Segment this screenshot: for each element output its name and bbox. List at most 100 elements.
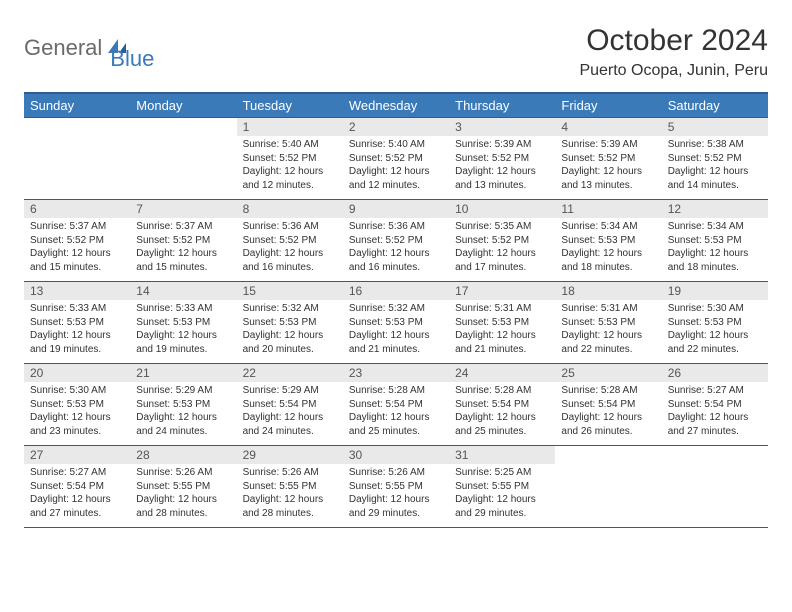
day-number: 21 <box>130 364 236 382</box>
daylight-text: Daylight: 12 hours <box>561 411 655 425</box>
sunrise-text: Sunrise: 5:28 AM <box>561 384 655 398</box>
daylight-text: Daylight: 12 hours <box>136 247 230 261</box>
calendar-cell: 9Sunrise: 5:36 AMSunset: 5:52 PMDaylight… <box>343 200 449 282</box>
day-number: 9 <box>343 200 449 218</box>
day-details: Sunrise: 5:36 AMSunset: 5:52 PMDaylight:… <box>237 218 343 278</box>
day-details: Sunrise: 5:26 AMSunset: 5:55 PMDaylight:… <box>237 464 343 524</box>
daylight-text: and 24 minutes. <box>136 425 230 439</box>
calendar-cell <box>662 446 768 528</box>
daylight-text: and 21 minutes. <box>349 343 443 357</box>
daylight-text: Daylight: 12 hours <box>668 165 762 179</box>
daylight-text: Daylight: 12 hours <box>349 329 443 343</box>
sunset-text: Sunset: 5:52 PM <box>455 152 549 166</box>
daylight-text: Daylight: 12 hours <box>668 329 762 343</box>
sunset-text: Sunset: 5:52 PM <box>30 234 124 248</box>
day-number: 8 <box>237 200 343 218</box>
day-details: Sunrise: 5:27 AMSunset: 5:54 PMDaylight:… <box>662 382 768 442</box>
sunset-text: Sunset: 5:54 PM <box>30 480 124 494</box>
day-details: Sunrise: 5:33 AMSunset: 5:53 PMDaylight:… <box>130 300 236 360</box>
calendar-cell: 15Sunrise: 5:32 AMSunset: 5:53 PMDayligh… <box>237 282 343 364</box>
sunset-text: Sunset: 5:52 PM <box>349 234 443 248</box>
calendar-cell: 28Sunrise: 5:26 AMSunset: 5:55 PMDayligh… <box>130 446 236 528</box>
sunrise-text: Sunrise: 5:32 AM <box>349 302 443 316</box>
day-number: 2 <box>343 118 449 136</box>
sunrise-text: Sunrise: 5:36 AM <box>243 220 337 234</box>
weekday-header: Sunday <box>24 93 130 118</box>
day-number: 17 <box>449 282 555 300</box>
sunrise-text: Sunrise: 5:30 AM <box>668 302 762 316</box>
day-details: Sunrise: 5:30 AMSunset: 5:53 PMDaylight:… <box>24 382 130 442</box>
sunrise-text: Sunrise: 5:34 AM <box>561 220 655 234</box>
sunrise-text: Sunrise: 5:36 AM <box>349 220 443 234</box>
calendar-week-row: 1Sunrise: 5:40 AMSunset: 5:52 PMDaylight… <box>24 118 768 200</box>
sunset-text: Sunset: 5:54 PM <box>455 398 549 412</box>
daylight-text: and 14 minutes. <box>668 179 762 193</box>
calendar-cell: 16Sunrise: 5:32 AMSunset: 5:53 PMDayligh… <box>343 282 449 364</box>
calendar-cell: 27Sunrise: 5:27 AMSunset: 5:54 PMDayligh… <box>24 446 130 528</box>
day-number: 29 <box>237 446 343 464</box>
sunrise-text: Sunrise: 5:37 AM <box>30 220 124 234</box>
sunrise-text: Sunrise: 5:26 AM <box>349 466 443 480</box>
sunrise-text: Sunrise: 5:33 AM <box>30 302 124 316</box>
logo-text-general: General <box>24 35 102 61</box>
day-number: 16 <box>343 282 449 300</box>
daylight-text: Daylight: 12 hours <box>136 411 230 425</box>
daylight-text: Daylight: 12 hours <box>668 247 762 261</box>
day-number: 30 <box>343 446 449 464</box>
page-header: General Blue October 2024 Puerto Ocopa, … <box>24 24 768 80</box>
month-title: October 2024 <box>579 24 768 58</box>
sunset-text: Sunset: 5:52 PM <box>561 152 655 166</box>
day-details: Sunrise: 5:32 AMSunset: 5:53 PMDaylight:… <box>237 300 343 360</box>
sunrise-text: Sunrise: 5:27 AM <box>668 384 762 398</box>
daylight-text: Daylight: 12 hours <box>455 411 549 425</box>
sunrise-text: Sunrise: 5:29 AM <box>243 384 337 398</box>
sunset-text: Sunset: 5:54 PM <box>349 398 443 412</box>
calendar-cell <box>130 118 236 200</box>
day-details: Sunrise: 5:29 AMSunset: 5:53 PMDaylight:… <box>130 382 236 442</box>
sunset-text: Sunset: 5:54 PM <box>561 398 655 412</box>
daylight-text: and 15 minutes. <box>136 261 230 275</box>
calendar-cell: 18Sunrise: 5:31 AMSunset: 5:53 PMDayligh… <box>555 282 661 364</box>
calendar-week-row: 13Sunrise: 5:33 AMSunset: 5:53 PMDayligh… <box>24 282 768 364</box>
day-details: Sunrise: 5:28 AMSunset: 5:54 PMDaylight:… <box>555 382 661 442</box>
calendar-cell: 30Sunrise: 5:26 AMSunset: 5:55 PMDayligh… <box>343 446 449 528</box>
daylight-text: and 26 minutes. <box>561 425 655 439</box>
day-number: 10 <box>449 200 555 218</box>
daylight-text: and 25 minutes. <box>455 425 549 439</box>
logo: General Blue <box>24 24 154 72</box>
day-number: 24 <box>449 364 555 382</box>
daylight-text: Daylight: 12 hours <box>455 165 549 179</box>
day-details: Sunrise: 5:34 AMSunset: 5:53 PMDaylight:… <box>662 218 768 278</box>
calendar-cell: 7Sunrise: 5:37 AMSunset: 5:52 PMDaylight… <box>130 200 236 282</box>
daylight-text: and 19 minutes. <box>136 343 230 357</box>
calendar-cell: 10Sunrise: 5:35 AMSunset: 5:52 PMDayligh… <box>449 200 555 282</box>
calendar-cell: 21Sunrise: 5:29 AMSunset: 5:53 PMDayligh… <box>130 364 236 446</box>
sunrise-text: Sunrise: 5:33 AM <box>136 302 230 316</box>
sunset-text: Sunset: 5:52 PM <box>243 152 337 166</box>
day-details: Sunrise: 5:40 AMSunset: 5:52 PMDaylight:… <box>237 136 343 196</box>
day-details: Sunrise: 5:28 AMSunset: 5:54 PMDaylight:… <box>343 382 449 442</box>
sunset-text: Sunset: 5:53 PM <box>668 316 762 330</box>
sunrise-text: Sunrise: 5:32 AM <box>243 302 337 316</box>
daylight-text: Daylight: 12 hours <box>30 411 124 425</box>
daylight-text: and 23 minutes. <box>30 425 124 439</box>
day-number: 13 <box>24 282 130 300</box>
sunset-text: Sunset: 5:54 PM <box>668 398 762 412</box>
day-details: Sunrise: 5:26 AMSunset: 5:55 PMDaylight:… <box>343 464 449 524</box>
daylight-text: Daylight: 12 hours <box>243 493 337 507</box>
sunrise-text: Sunrise: 5:28 AM <box>455 384 549 398</box>
sunset-text: Sunset: 5:55 PM <box>455 480 549 494</box>
sunrise-text: Sunrise: 5:35 AM <box>455 220 549 234</box>
day-number: 3 <box>449 118 555 136</box>
calendar-cell: 4Sunrise: 5:39 AMSunset: 5:52 PMDaylight… <box>555 118 661 200</box>
day-details: Sunrise: 5:39 AMSunset: 5:52 PMDaylight:… <box>449 136 555 196</box>
calendar-cell: 17Sunrise: 5:31 AMSunset: 5:53 PMDayligh… <box>449 282 555 364</box>
sunset-text: Sunset: 5:53 PM <box>136 398 230 412</box>
sunset-text: Sunset: 5:53 PM <box>668 234 762 248</box>
day-number: 27 <box>24 446 130 464</box>
daylight-text: and 16 minutes. <box>349 261 443 275</box>
calendar-cell: 29Sunrise: 5:26 AMSunset: 5:55 PMDayligh… <box>237 446 343 528</box>
weekday-header: Friday <box>555 93 661 118</box>
day-number: 15 <box>237 282 343 300</box>
daylight-text: Daylight: 12 hours <box>30 493 124 507</box>
